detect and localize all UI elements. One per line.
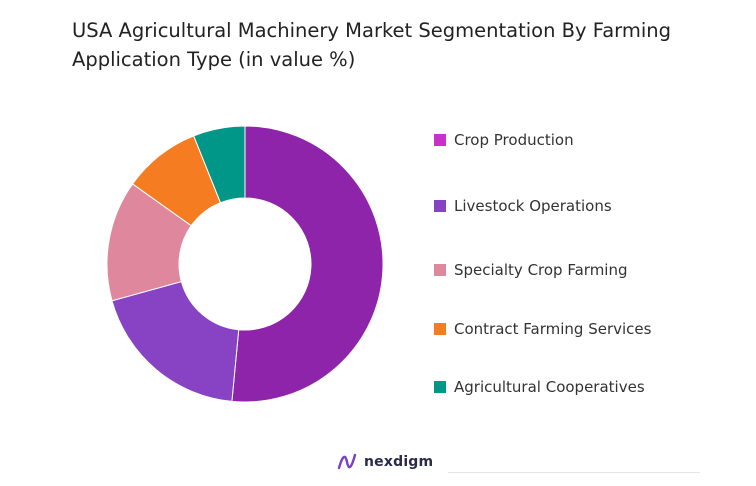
legend-label: Specialty Crop Farming: [454, 261, 628, 279]
legend-label: Agricultural Cooperatives: [454, 378, 645, 396]
legend-swatch: [434, 200, 446, 212]
nexdigm-logo-icon: [337, 453, 357, 470]
legend-item-agricultural-cooperatives[interactable]: Agricultural Cooperatives: [434, 378, 645, 396]
donut-slice-crop-production[interactable]: [231, 125, 384, 403]
brand-footer: nexdigm: [336, 451, 433, 473]
legend-swatch: [434, 323, 446, 335]
chart-title: USA Agricultural Machinery Market Segmen…: [72, 19, 671, 71]
legend-item-livestock-operations[interactable]: Livestock Operations: [434, 197, 612, 215]
legend-label: Crop Production: [454, 131, 574, 149]
legend-item-crop-production[interactable]: Crop Production: [434, 131, 574, 149]
legend-swatch: [434, 264, 446, 276]
legend-label: Contract Farming Services: [454, 320, 652, 338]
footer-divider: [448, 472, 700, 473]
brand-name: nexdigm: [364, 454, 434, 470]
donut-slice-agricultural-cooperatives[interactable]: [193, 125, 246, 204]
legend-item-contract-farming-services[interactable]: Contract Farming Services: [434, 320, 651, 338]
legend-swatch: [434, 134, 446, 146]
legend-item-specialty-crop-farming[interactable]: Specialty Crop Farming: [434, 261, 628, 279]
donut-slice-livestock-operations[interactable]: [111, 280, 240, 402]
legend-swatch: [434, 381, 446, 393]
legend-label: Livestock Operations: [454, 197, 612, 215]
